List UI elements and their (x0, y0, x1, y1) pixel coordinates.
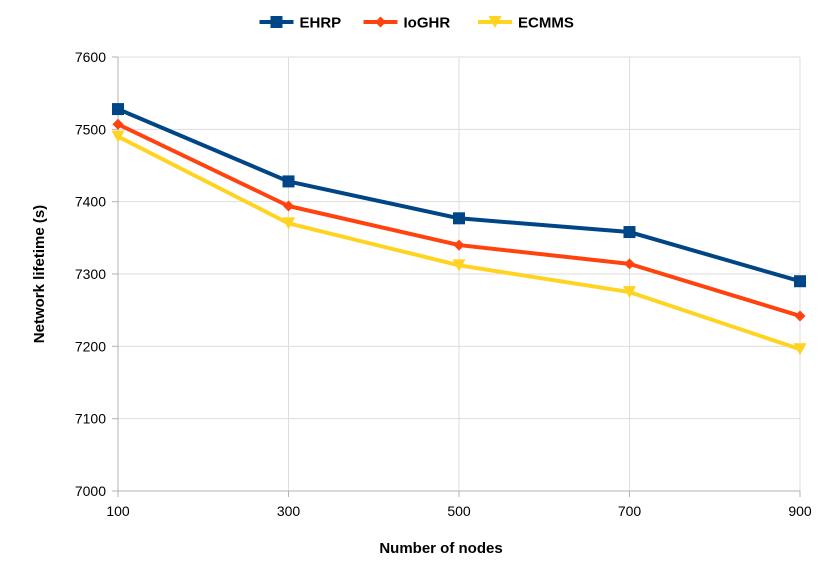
data-point-ehrp (794, 275, 806, 288)
y-tick-label: 7100 (75, 411, 106, 427)
data-point-ioghr (112, 118, 124, 130)
series-ehrp (112, 103, 806, 288)
y-tick-label: 7300 (75, 266, 106, 282)
y-tick-label: 7000 (75, 483, 106, 499)
data-point-ehrp (623, 226, 636, 239)
legend-label-ehrp: EHRP (300, 15, 342, 32)
x-tick-label: 500 (447, 503, 471, 519)
y-tick-label: 7200 (75, 338, 106, 354)
legend-marker-ehrp (270, 16, 283, 28)
series-layer (111, 103, 807, 356)
legend-label-ioghr: IoGHR (404, 15, 451, 32)
y-tick-labels: 7000 7100 7200 7300 7400 7500 7600 (75, 49, 106, 499)
y-tick-label: 7600 (75, 49, 106, 65)
legend-item-ioghr: IoGHR (363, 15, 451, 32)
data-point-ioghr (794, 310, 806, 322)
x-tick-label: 700 (618, 503, 642, 519)
x-tick-labels: 100 300 500 700 900 (106, 503, 812, 519)
legend: EHRP IoGHR ECMMS (259, 15, 574, 32)
gridlines (112, 56, 801, 497)
legend-item-ecmms: ECMMS (478, 15, 574, 32)
series-ecmms (111, 130, 807, 356)
y-tick-label: 7400 (75, 194, 106, 210)
data-point-ehrp (453, 212, 465, 225)
data-point-ehrp (112, 103, 124, 116)
legend-label-ecmms: ECMMS (518, 15, 574, 32)
x-tick-label: 100 (106, 503, 130, 519)
legend-marker-ioghr (375, 16, 386, 28)
data-point-ecmms (282, 217, 295, 230)
y-axis-title: Network lifetime (s) (31, 205, 48, 343)
legend-marker-ecmms (488, 16, 502, 28)
legend-item-ehrp: EHRP (259, 15, 342, 32)
data-point-ehrp (282, 175, 295, 188)
data-point-ecmms (111, 130, 125, 143)
data-point-ecmms (452, 259, 466, 272)
data-point-ioghr (453, 239, 465, 251)
x-axis-title: Number of nodes (379, 540, 502, 557)
data-point-ioghr (624, 258, 635, 270)
data-point-ecmms (793, 343, 807, 356)
data-point-ecmms (623, 286, 636, 299)
x-tick-label: 900 (788, 503, 812, 519)
y-tick-label: 7500 (75, 121, 106, 137)
x-tick-label: 300 (277, 503, 301, 519)
series-ioghr (112, 118, 806, 322)
data-point-ioghr (283, 200, 294, 212)
